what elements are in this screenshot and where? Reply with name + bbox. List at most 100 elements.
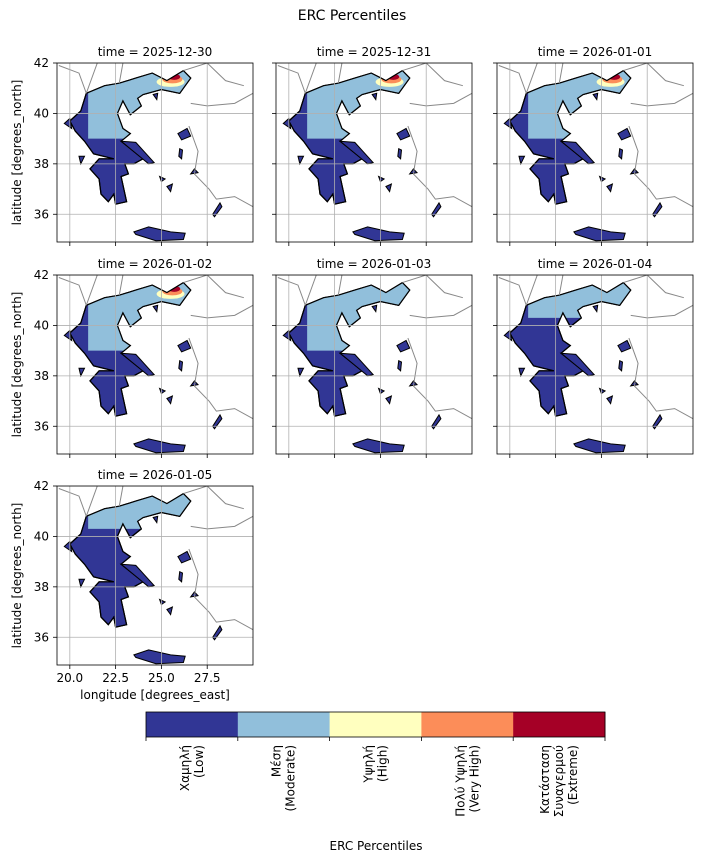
x-tick-label: 25.0 bbox=[148, 671, 175, 685]
panel-title: time = 2026-01-05 bbox=[98, 468, 213, 482]
axes-frame bbox=[56, 485, 254, 666]
island bbox=[606, 183, 614, 193]
panel-title: time = 2025-12-31 bbox=[317, 45, 432, 59]
coast bbox=[509, 281, 632, 417]
map-panel bbox=[272, 62, 473, 246]
y-axis-label: latitude [degrees_north] bbox=[10, 80, 24, 226]
island bbox=[78, 155, 86, 166]
island bbox=[282, 117, 292, 130]
island bbox=[518, 367, 526, 378]
island bbox=[158, 598, 167, 606]
map-panel bbox=[493, 62, 694, 246]
x-tick-label: 27.5 bbox=[194, 671, 221, 685]
island bbox=[518, 155, 526, 166]
island bbox=[63, 540, 73, 553]
island bbox=[212, 201, 223, 218]
border bbox=[85, 275, 98, 306]
island bbox=[177, 127, 192, 141]
border bbox=[402, 275, 463, 299]
island bbox=[431, 201, 442, 218]
colorbar-swatch bbox=[237, 712, 331, 737]
border bbox=[118, 275, 124, 296]
x-tick-label: 22.5 bbox=[102, 671, 129, 685]
border bbox=[628, 125, 693, 208]
border bbox=[623, 63, 684, 87]
island bbox=[377, 387, 386, 395]
island bbox=[559, 352, 596, 377]
y-axis-label: latitude [degrees_north] bbox=[10, 503, 24, 649]
colorbar-swatch bbox=[513, 712, 606, 737]
island bbox=[396, 127, 411, 141]
border bbox=[183, 275, 244, 299]
border bbox=[402, 63, 463, 87]
colorbar-category: Χαμηλή(Low) bbox=[178, 745, 206, 791]
island bbox=[592, 92, 599, 101]
colorbar-category: Υψηλή(High) bbox=[362, 745, 390, 784]
axes-frame bbox=[275, 274, 473, 455]
island bbox=[212, 624, 223, 641]
map-panel bbox=[272, 274, 473, 458]
y-tick-label: 36 bbox=[34, 419, 49, 433]
island bbox=[371, 304, 378, 313]
y-tick-label: 40 bbox=[34, 529, 49, 543]
island bbox=[152, 92, 159, 101]
island bbox=[592, 304, 599, 313]
border bbox=[183, 486, 244, 510]
island bbox=[166, 606, 174, 616]
island bbox=[397, 147, 403, 160]
island bbox=[503, 117, 513, 130]
border bbox=[630, 92, 693, 107]
border bbox=[498, 277, 527, 306]
island bbox=[573, 226, 626, 242]
border bbox=[304, 63, 317, 94]
border bbox=[190, 92, 253, 107]
border bbox=[277, 65, 306, 94]
island bbox=[119, 352, 156, 377]
island bbox=[119, 140, 156, 165]
island bbox=[559, 140, 596, 165]
colorbar-swatch bbox=[329, 712, 422, 737]
island bbox=[152, 304, 159, 313]
map-panel bbox=[493, 274, 694, 458]
island bbox=[178, 147, 184, 160]
island bbox=[166, 183, 174, 193]
coast bbox=[69, 281, 192, 417]
border bbox=[190, 304, 253, 319]
border bbox=[118, 63, 124, 84]
island bbox=[282, 329, 292, 342]
island bbox=[152, 515, 159, 524]
island bbox=[652, 201, 663, 218]
border bbox=[558, 63, 564, 84]
island bbox=[119, 563, 156, 588]
y-tick-label: 40 bbox=[34, 318, 49, 332]
island bbox=[178, 359, 184, 372]
map-panel: 36 38 40 42 bbox=[34, 56, 254, 246]
border bbox=[58, 277, 87, 306]
island bbox=[352, 438, 405, 454]
panel-title: time = 2026-01-04 bbox=[538, 257, 653, 271]
island bbox=[618, 359, 624, 372]
border bbox=[58, 488, 87, 517]
colorbar-category: Μέση(Moderate) bbox=[270, 745, 298, 811]
border bbox=[498, 65, 527, 94]
island bbox=[606, 395, 614, 405]
axes-frame bbox=[56, 274, 254, 455]
y-tick-label: 36 bbox=[34, 630, 49, 644]
border bbox=[630, 304, 693, 319]
y-tick-label: 42 bbox=[34, 56, 49, 70]
axes-frame bbox=[496, 274, 694, 455]
border bbox=[118, 486, 124, 507]
coast bbox=[69, 69, 192, 205]
island bbox=[166, 395, 174, 405]
coast bbox=[288, 69, 411, 205]
island bbox=[652, 413, 663, 430]
y-tick-label: 36 bbox=[34, 207, 49, 221]
island bbox=[617, 339, 632, 353]
coast bbox=[288, 281, 411, 417]
map-panel: 36 38 40 42 bbox=[34, 268, 254, 458]
island bbox=[78, 367, 86, 378]
island bbox=[158, 387, 167, 395]
island bbox=[133, 649, 186, 665]
panel-title: time = 2025-12-30 bbox=[98, 45, 213, 59]
panel-title: time = 2026-01-03 bbox=[317, 257, 432, 271]
